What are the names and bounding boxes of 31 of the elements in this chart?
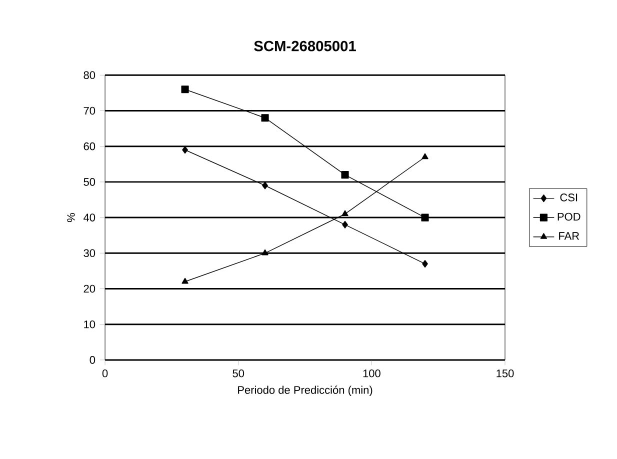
chart-title: SCM-26805001 xyxy=(254,40,356,52)
y-tick-label: 20 xyxy=(84,284,96,293)
point xyxy=(422,260,428,268)
y-tick-label: 70 xyxy=(84,106,96,115)
point xyxy=(422,153,428,160)
point xyxy=(182,146,188,154)
x-tick-label: 150 xyxy=(496,369,514,378)
legend-label: FAR xyxy=(559,232,580,240)
point xyxy=(341,170,349,179)
point xyxy=(182,278,188,284)
y-tick-label: 30 xyxy=(84,249,96,258)
y-tick-label: 50 xyxy=(84,178,96,186)
x-tick-label: 50 xyxy=(232,369,244,378)
point xyxy=(342,220,348,228)
y-tick-label: 10 xyxy=(84,320,96,328)
point xyxy=(262,249,268,256)
legend-label: CSI xyxy=(560,194,578,202)
y-axis-title: % xyxy=(67,213,75,222)
x-tick-label: 0 xyxy=(102,369,108,378)
y-tick-label: 0 xyxy=(90,356,96,364)
y-tick-label: 40 xyxy=(84,214,96,222)
y-tick-label: 60 xyxy=(84,142,96,150)
point xyxy=(262,182,268,190)
point xyxy=(261,114,269,122)
point xyxy=(181,86,189,94)
point xyxy=(421,214,429,222)
x-tick-label: 100 xyxy=(363,369,380,378)
legend-label: POD xyxy=(558,212,580,221)
y-tick-label: 80 xyxy=(84,71,96,79)
x-axis-title: Periodo de Predicción (min) xyxy=(238,386,372,396)
point xyxy=(342,210,348,216)
